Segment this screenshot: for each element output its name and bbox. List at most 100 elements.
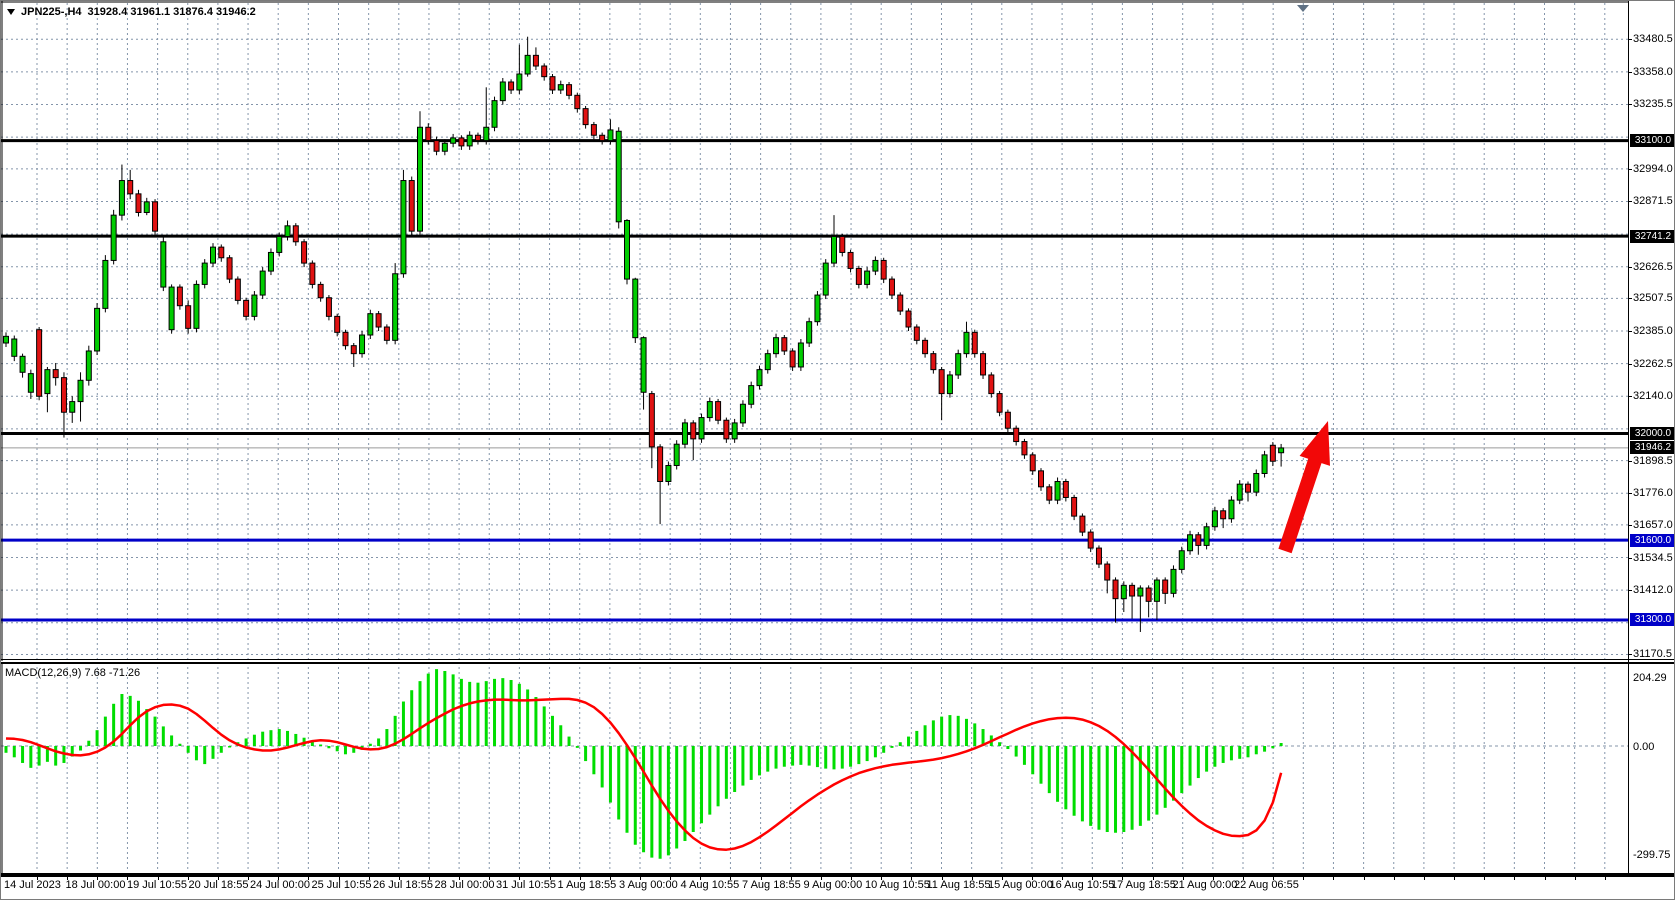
price-tick-label: 33235.5 <box>1633 98 1673 111</box>
candle-body <box>756 369 763 387</box>
candle-body <box>185 305 192 329</box>
date-tick-label: 31 Jul 10:55 <box>496 879 556 891</box>
candle-body <box>690 422 697 440</box>
candle-body <box>69 401 76 413</box>
candle-body <box>955 353 962 376</box>
candle-body <box>19 355 26 373</box>
candle-body <box>1095 547 1102 565</box>
candle-body <box>474 134 481 142</box>
candle-body <box>996 393 1003 413</box>
candle-body <box>731 422 738 440</box>
price-tick-label: 32871.5 <box>1633 195 1673 208</box>
candle-body <box>218 246 225 259</box>
candle-body <box>85 350 92 381</box>
panel-divider-top[interactable] <box>1 659 1674 660</box>
candle-body <box>715 401 722 421</box>
candle-body <box>607 129 614 142</box>
candle-body <box>1029 454 1036 472</box>
candle-body <box>814 294 821 323</box>
candle-body <box>359 334 366 355</box>
up-arrow-annotation[interactable] <box>1278 421 1330 554</box>
price-tick-label: 31170.5 <box>1633 648 1672 661</box>
candle-body <box>1079 515 1086 533</box>
candle-body <box>831 235 837 264</box>
candle-body <box>888 278 895 296</box>
candle-body <box>342 331 349 347</box>
candle-body <box>201 262 208 285</box>
candle-body <box>110 214 117 261</box>
candle-body <box>11 338 18 357</box>
candle-body <box>118 180 125 216</box>
date-axis-separator <box>1 873 1674 877</box>
candle-body <box>276 235 283 253</box>
candle-body <box>963 331 970 355</box>
date-tick-label: 24 Jul 00:00 <box>250 879 310 891</box>
candle-body <box>102 259 109 309</box>
price-tick-label: 33358.0 <box>1633 65 1673 78</box>
candle-body <box>946 374 953 395</box>
macd-tick-label: -299.75 <box>1633 849 1671 861</box>
candle-body <box>483 126 490 142</box>
date-tick-label: 9 Aug 00:00 <box>803 879 863 891</box>
candle-body <box>1153 579 1160 602</box>
candle-body <box>499 81 506 102</box>
candle-body <box>1112 579 1119 600</box>
price-tick-label: 32507.5 <box>1633 292 1673 305</box>
candle-body <box>1170 568 1177 594</box>
candle-body <box>400 180 407 275</box>
date-tick-label: 1 Aug 18:55 <box>557 879 617 891</box>
candle-body <box>350 345 357 355</box>
candle-body <box>549 76 556 91</box>
candle-body <box>864 270 871 285</box>
candle-body <box>1145 587 1152 602</box>
candle-body <box>764 353 771 371</box>
macd-signal-line <box>5 697 1283 851</box>
panel-divider[interactable] <box>1 662 1674 664</box>
candle-body <box>176 286 183 307</box>
date-tick-label: 20 Jul 18:55 <box>188 879 249 891</box>
candle-body <box>1046 486 1053 501</box>
candle-body <box>590 124 597 136</box>
candle-body <box>375 313 382 328</box>
candle-body <box>94 307 101 352</box>
price-chart-canvas[interactable] <box>1 1 1628 661</box>
candle-body <box>557 84 564 91</box>
date-tick-label: 26 Jul 18:55 <box>373 879 433 891</box>
candle-body <box>1220 510 1227 520</box>
candle-body <box>532 54 539 67</box>
symbol-dropdown-icon[interactable] <box>7 8 15 15</box>
candle-body <box>524 54 531 75</box>
candle-body <box>739 403 746 424</box>
candle-body <box>665 465 672 482</box>
level-price-label: 33100.0 <box>1630 134 1674 148</box>
candle-body <box>773 337 780 355</box>
candle-body <box>1062 480 1069 498</box>
candle-body <box>574 94 581 110</box>
candle-body <box>491 100 498 128</box>
candle-body <box>789 350 796 368</box>
candle-body <box>1245 483 1251 493</box>
candle-body <box>797 342 804 368</box>
current-price-label: 31946.2 <box>1630 441 1674 455</box>
candle-body <box>640 337 647 393</box>
candle-body <box>301 241 308 264</box>
candle-body <box>1187 534 1194 552</box>
candle-body <box>77 379 84 403</box>
candle-body <box>1137 587 1144 597</box>
candle-body <box>1178 550 1185 570</box>
candle-body <box>1004 411 1011 429</box>
date-tick-label: 15 Aug 00:00 <box>988 879 1053 891</box>
candle-body <box>839 235 846 253</box>
candle-body <box>425 126 432 142</box>
candle-body <box>143 201 150 213</box>
candle-body <box>1228 499 1235 520</box>
candle-body <box>516 73 523 91</box>
price-tick-label: 32262.5 <box>1633 357 1673 370</box>
candle-body <box>632 278 639 339</box>
candle-body <box>1021 441 1028 456</box>
candle-body <box>1203 526 1210 546</box>
candle-body <box>243 299 250 317</box>
chart-title-row: JPN225-,H4 31928.4 31961.1 31876.4 31946… <box>7 4 256 19</box>
candle-body <box>1261 454 1268 475</box>
candle-body <box>1195 534 1202 546</box>
